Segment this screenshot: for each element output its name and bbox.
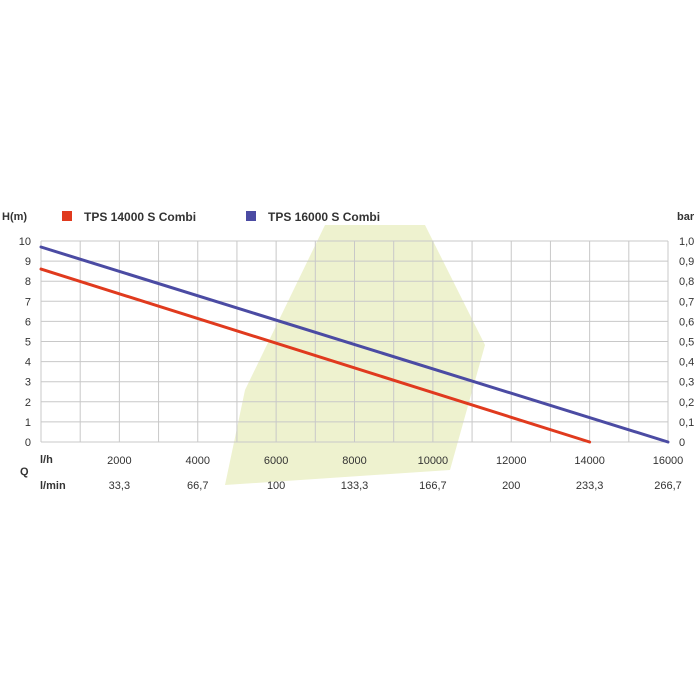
x-unit-label: l/h	[40, 454, 53, 466]
y-right-tick-label: 0,3	[679, 377, 694, 389]
x-tick-label: 10000	[418, 455, 449, 467]
y-left-tick-label: 3	[25, 377, 31, 389]
x2-tick-label: 200	[502, 480, 520, 492]
x-tick-label: 4000	[186, 455, 210, 467]
x2-tick-label: 66,7	[187, 480, 208, 492]
y-right-tick-label: 0,7	[679, 296, 694, 308]
y-right-tick-label: 0,1	[679, 417, 694, 429]
y-right-tick-label: 0,6	[679, 316, 694, 328]
legend-swatch-tps14000	[62, 211, 72, 221]
x2-tick-label: 100	[267, 480, 285, 492]
x-tick-label: 12000	[496, 455, 527, 467]
legend-swatch-tps16000	[246, 211, 256, 221]
x2-tick-label: 166,7	[419, 480, 447, 492]
x-tick-label: 2000	[107, 455, 131, 467]
y-right-tick-label: 0,4	[679, 357, 694, 369]
y-left-tick-label: 7	[25, 296, 31, 308]
y-right-tick-label: 1,0	[679, 236, 694, 248]
y-right-label: bar	[677, 211, 695, 223]
q-label: Q	[20, 466, 29, 478]
grid	[40, 240, 669, 443]
y-right-tick-label: 0,5	[679, 337, 694, 349]
x2-unit-label: l/min	[40, 480, 66, 492]
series-line-0	[39, 267, 592, 444]
y-left-tick-label: 8	[25, 276, 31, 288]
x-tick-label: 16000	[653, 455, 684, 467]
x2-tick-label: 266,7	[654, 480, 682, 492]
x2-tick-label: 133,3	[341, 480, 369, 492]
y-left-tick-label: 1	[25, 417, 31, 429]
y-left-tick-label: 5	[25, 337, 31, 349]
x2-tick-label: 233,3	[576, 480, 604, 492]
y-right-tick-label: 0	[679, 437, 685, 449]
y-left-tick-label: 9	[25, 256, 31, 268]
legend-label-tps14000: TPS 14000 S Combi	[84, 210, 196, 224]
x-tick-label: 6000	[264, 455, 288, 467]
y-right-tick-label: 0,8	[679, 276, 694, 288]
y-right-tick-label: 0,2	[679, 397, 694, 409]
series-layer	[39, 245, 670, 444]
ticks-layer: 01234567891000,10,20,30,40,50,60,70,80,9…	[19, 236, 695, 492]
y-left-tick-label: 2	[25, 397, 31, 409]
series-line-1	[39, 245, 670, 444]
y-right-tick-label: 0,9	[679, 256, 694, 268]
y-left-tick-label: 0	[25, 437, 31, 449]
x-tick-label: 8000	[342, 455, 366, 467]
y-left-label: H(m)	[2, 211, 27, 223]
legend-label-tps16000: TPS 16000 S Combi	[268, 210, 380, 224]
y-left-tick-label: 10	[19, 236, 31, 248]
y-left-tick-label: 6	[25, 316, 31, 328]
y-left-tick-label: 4	[25, 357, 31, 369]
x2-tick-label: 33,3	[109, 480, 130, 492]
x-tick-label: 14000	[574, 455, 605, 467]
